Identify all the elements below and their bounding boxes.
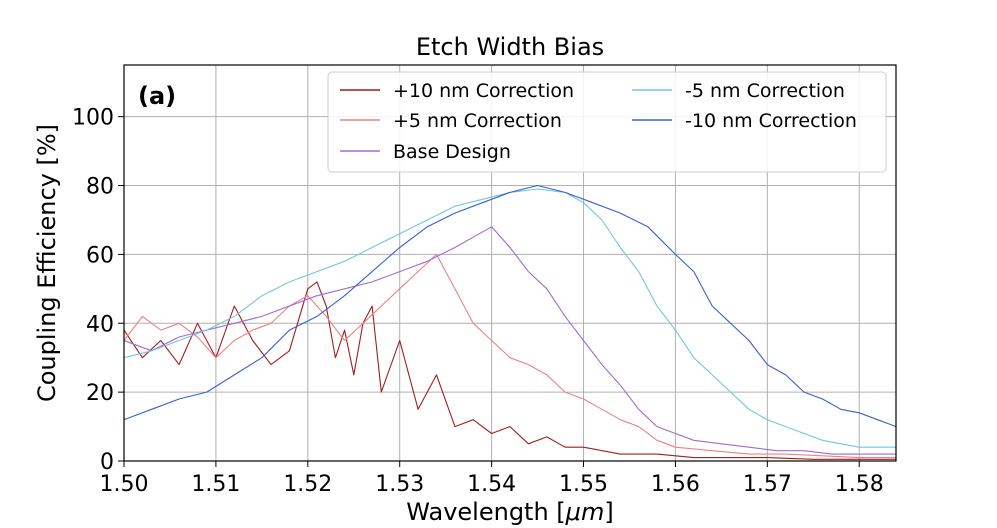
legend-label: +10 nm Correction [393,80,574,102]
x-tick-label: 1.54 [467,472,516,497]
x-axis-title-unit: μm [565,498,605,526]
legend-label: -10 nm Correction [685,110,857,132]
series-line-0 [123,281,896,460]
x-tick-label: 1.57 [743,472,792,497]
series-line-3 [123,188,896,448]
series-group [123,184,897,460]
legend-box [327,71,887,173]
x-tick-label: 1.52 [283,472,332,497]
x-tick-label: 1.56 [651,472,700,497]
x-axis-title-suffix: ] [604,498,613,526]
y-tick-label: 80 [86,175,114,200]
legend-label: +5 nm Correction [393,110,562,132]
x-tick-label: 1.51 [191,472,240,497]
x-tick-label: 1.58 [835,472,884,497]
y-tick-label: 20 [86,381,114,406]
series-line-2 [123,226,896,455]
panel-label: (a) [138,82,176,110]
y-axis: 0 20 40 60 80 100 [72,106,124,475]
y-axis-title: Coupling Efficiency [%] [33,124,61,402]
chart-title: Etch Width Bias [416,33,604,61]
x-axis-title-prefix: Wavelength [ [406,498,565,526]
x-tick-label: 1.50 [100,472,149,497]
series-line-4 [123,184,897,428]
x-tick-label: 1.55 [559,472,608,497]
x-tick-label: 1.53 [375,472,424,497]
y-tick-label: 40 [86,312,114,337]
legend-label: -5 nm Correction [685,80,845,102]
y-tick-label: 60 [86,243,114,268]
x-axis: 1.50 1.51 1.52 1.53 1.54 1.55 1.56 1.57 1.58 [100,461,884,497]
y-tick-label: 100 [72,106,114,131]
series-line-1 [123,253,896,459]
legend-label: Base Design [393,141,511,163]
y-tick-label: 0 [100,450,114,475]
plot-frame [123,64,897,462]
legend: +10 nm Correction +5 nm Correction Base De… [327,71,887,173]
x-axis-title: Wavelength [μm] [406,498,613,526]
